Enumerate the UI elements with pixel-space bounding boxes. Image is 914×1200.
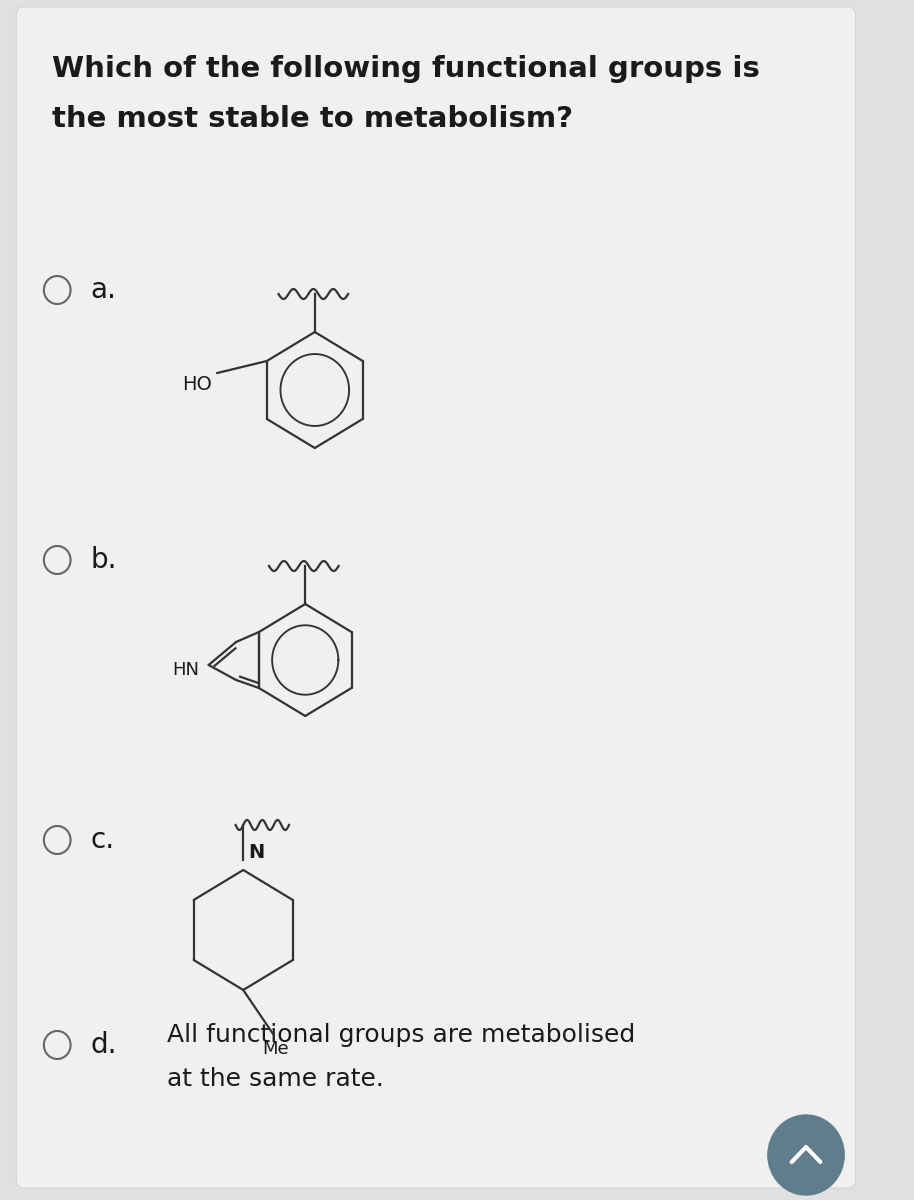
Text: N: N [248,842,264,862]
Text: b.: b. [90,546,117,574]
Text: c.: c. [90,826,115,854]
FancyBboxPatch shape [16,7,856,1188]
Text: HN: HN [172,661,199,679]
Text: the most stable to metabolism?: the most stable to metabolism? [52,104,573,133]
Text: Me: Me [262,1040,289,1058]
Text: d.: d. [90,1031,117,1058]
Text: at the same rate.: at the same rate. [167,1067,384,1091]
Text: All functional groups are metabolised: All functional groups are metabolised [167,1022,635,1046]
Text: HO: HO [183,374,212,394]
Text: Which of the following functional groups is: Which of the following functional groups… [52,55,760,83]
Circle shape [768,1115,845,1195]
Text: a.: a. [90,276,116,304]
